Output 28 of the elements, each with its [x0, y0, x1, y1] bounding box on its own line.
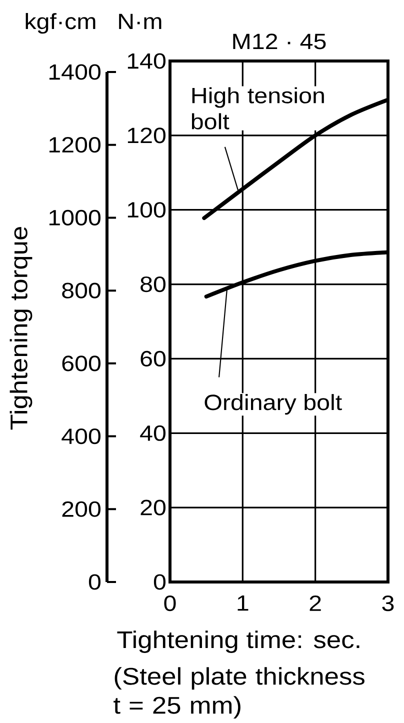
series-label: High tension bolt	[192, 87, 324, 130]
y-tick-label: 800	[62, 282, 101, 298]
y-tick-label: 1000	[49, 210, 101, 226]
text: Ordinary bolt	[204, 394, 342, 415]
text: kgf·cm	[26, 13, 96, 34]
y2-tick-label: 20	[140, 500, 166, 516]
y2-tick-label: 140	[128, 53, 166, 69]
y-tick-label: 400	[62, 428, 101, 444]
y-tick-label: 0	[88, 574, 101, 590]
y2-tick-label: 80	[140, 276, 166, 292]
y-axis-title: Tightening torque	[10, 227, 32, 430]
y2-tick-label: 100	[128, 202, 166, 218]
chart-title: M12 · 45	[233, 34, 326, 50]
y-tick-label: 1200	[49, 137, 101, 153]
y2-tick-label: 120	[128, 128, 166, 144]
x-tick-label: 1	[238, 596, 248, 611]
x-tick-label: 3	[382, 596, 394, 612]
y2-tick-label: 60	[140, 350, 166, 367]
x-tick-label: 0	[164, 596, 176, 612]
x-axis-title: Tightening time: sec.	[117, 630, 360, 653]
x-tick-label: 2	[310, 596, 321, 611]
y2-tick-label: 0	[154, 574, 166, 590]
y2-tick-label: 40	[140, 425, 166, 441]
y-tick-label: 1400	[49, 64, 101, 80]
y-tick-label: 200	[62, 501, 101, 517]
text: (Steel plate thickness t = 25 mm)	[114, 667, 364, 719]
text: N·m	[119, 14, 162, 30]
y-tick-label: 600	[62, 356, 101, 372]
